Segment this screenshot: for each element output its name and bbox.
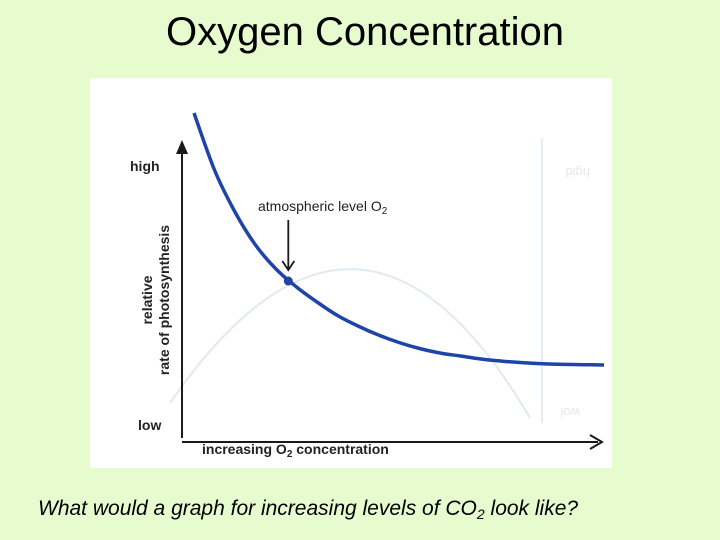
x-axis-label-suffix: concentration xyxy=(292,441,388,457)
caption-end: look like? xyxy=(484,497,579,520)
slide-title: Oxygen Concentration xyxy=(165,10,564,54)
y-high-label: high xyxy=(130,158,160,174)
caption-main: What would a graph for increasing levels… xyxy=(38,497,477,520)
annotation-label-prefix: atmospheric level O xyxy=(258,198,382,214)
svg-text:wol: wol xyxy=(560,405,581,420)
annotation-label-sub: 2 xyxy=(382,206,388,217)
line-chart: hgid wol high low relative rate of photo… xyxy=(130,112,605,460)
x-axis-label-prefix: increasing O xyxy=(202,441,287,457)
y-low-label: low xyxy=(138,417,161,433)
y-axis-label-line1: relative xyxy=(139,275,155,324)
series-line xyxy=(192,112,605,367)
annotation-arrowhead xyxy=(281,260,296,272)
y-axis-arrowhead xyxy=(176,140,188,154)
svg-text:hgid: hgid xyxy=(565,165,590,180)
caption-subscript: 2 xyxy=(476,506,485,522)
x-axis-arrowhead xyxy=(589,434,604,450)
x-axis-label: increasing O2 concentration xyxy=(202,441,389,460)
chart-figure: hgid wol high low relative rate of photo… xyxy=(90,78,612,468)
x-axis-label-sub: 2 xyxy=(287,449,293,460)
caption-question: What would a graph for increasing levels… xyxy=(38,497,578,522)
annotation-label: atmospheric level O2 xyxy=(258,198,388,217)
y-axis-label-line2: rate of photosynthesis xyxy=(156,225,172,375)
bleed-through-decoration: hgid wol xyxy=(169,138,590,423)
annotation-point xyxy=(283,276,293,286)
